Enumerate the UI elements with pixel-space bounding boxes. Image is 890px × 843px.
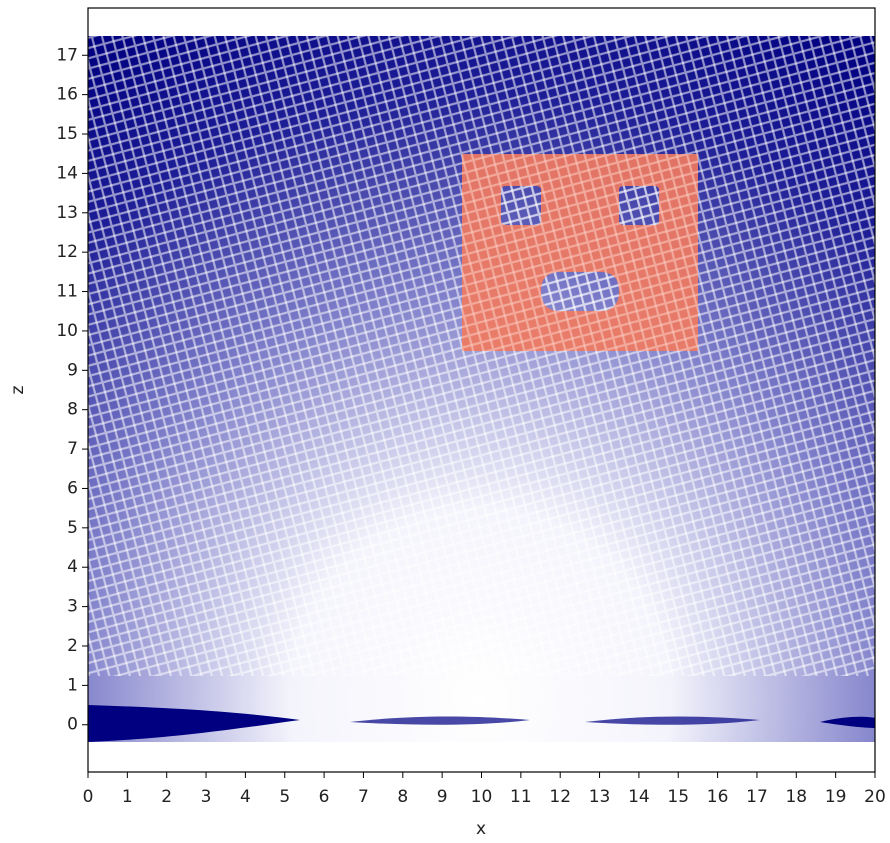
x-tick-label: 20	[864, 787, 886, 807]
x-tick-label: 12	[549, 787, 571, 807]
y-tick-label: 1	[67, 675, 78, 695]
y-tick-label: 3	[67, 597, 78, 617]
y-tick-label: 0	[67, 715, 78, 735]
x-tick-label: 8	[397, 787, 408, 807]
y-axis-label: z	[8, 385, 28, 394]
y-tick-label: 12	[56, 242, 78, 262]
x-tick-label: 0	[83, 787, 94, 807]
y-tick-label: 10	[56, 321, 78, 341]
x-tick-label: 19	[825, 787, 847, 807]
y-tick-label: 9	[67, 360, 78, 380]
y-tick-label: 15	[56, 124, 78, 144]
x-tick-label: 2	[161, 787, 172, 807]
y-tick-label: 11	[56, 282, 78, 302]
x-tick-label: 18	[785, 787, 807, 807]
y-tick-label: 2	[67, 636, 78, 656]
x-tick-label: 9	[437, 787, 448, 807]
x-tick-label: 4	[240, 787, 251, 807]
x-tick-label: 5	[279, 787, 290, 807]
x-axis-label: x	[476, 819, 486, 839]
x-tick-label: 15	[667, 787, 689, 807]
y-tick-label: 17	[56, 45, 78, 65]
y-tick-label: 14	[56, 163, 78, 183]
field-image	[88, 36, 875, 742]
y-tick-label: 13	[56, 203, 78, 223]
x-tick-label: 1	[122, 787, 133, 807]
y-tick-label: 8	[67, 400, 78, 420]
y-tick-label: 5	[67, 518, 78, 538]
x-tick-label: 3	[201, 787, 212, 807]
x-tick-label: 11	[510, 787, 532, 807]
x-tick-label: 6	[319, 787, 330, 807]
y-tick-label: 4	[67, 557, 78, 577]
y-tick-label: 6	[67, 478, 78, 498]
x-tick-label: 7	[358, 787, 369, 807]
x-tick-label: 14	[628, 787, 650, 807]
x-tick-label: 10	[471, 787, 493, 807]
x-tick-label: 16	[707, 787, 729, 807]
x-tick-label: 13	[589, 787, 611, 807]
x-tick-label: 17	[746, 787, 768, 807]
y-tick-label: 16	[56, 85, 78, 105]
y-tick-label: 7	[67, 439, 78, 459]
